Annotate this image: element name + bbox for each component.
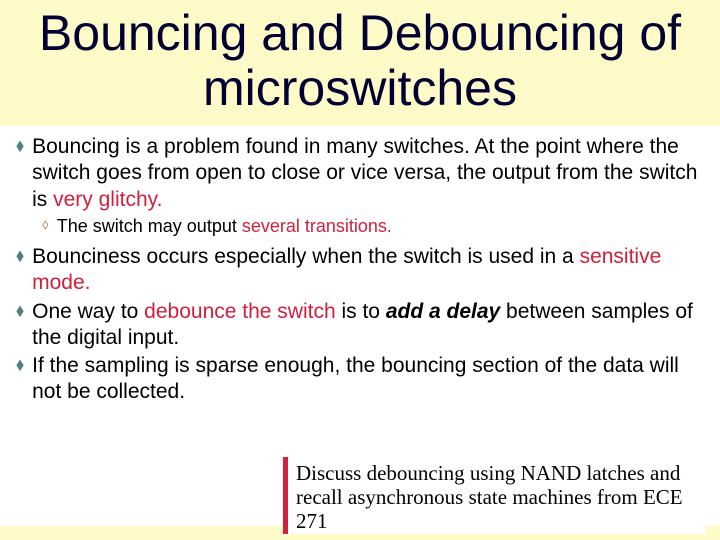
- bullet-marker-z: ⬧: [16, 299, 24, 352]
- bullet-item: ⬧ If the sampling is sparse enough, the …: [16, 353, 700, 406]
- text-segment: is to: [336, 300, 386, 323]
- text-segment: The switch may output: [57, 216, 242, 236]
- bullet-text: One way to debounce the switch is to add…: [32, 299, 700, 352]
- highlight-text: very glitchy.: [53, 188, 162, 211]
- highlight-text: several transitions.: [242, 216, 392, 236]
- sub-bullet-text: The switch may output several transition…: [57, 215, 392, 238]
- bullet-text: If the sampling is sparse enough, the bo…: [32, 353, 700, 406]
- bullet-item: ⬧ Bouncing is a problem found in many sw…: [16, 134, 700, 213]
- bullet-text: Bounciness occurs especially when the sw…: [32, 244, 700, 297]
- note-callout: Discuss debouncing using NAND latches an…: [283, 457, 706, 534]
- text-segment: One way to: [32, 300, 144, 323]
- bullet-marker-z: ⬧: [16, 244, 24, 297]
- text-segment: Bounciness occurs especially when the sw…: [32, 245, 579, 268]
- bullet-text: Bouncing is a problem found in many swit…: [32, 134, 700, 213]
- bullet-marker-y: ⬨: [42, 215, 49, 238]
- sub-bullet-item: ⬨ The switch may output several transiti…: [42, 215, 700, 238]
- emphasis-text: add a delay: [386, 300, 500, 323]
- bullet-marker-z: ⬧: [16, 134, 24, 213]
- bullet-item: ⬧ Bounciness occurs especially when the …: [16, 244, 700, 297]
- highlight-text: debounce the switch: [144, 300, 335, 323]
- slide-title: Bouncing and Debouncing of microswitches: [0, 0, 720, 126]
- bullet-item: ⬧ One way to debounce the switch is to a…: [16, 299, 700, 352]
- bullet-marker-z: ⬧: [16, 353, 24, 406]
